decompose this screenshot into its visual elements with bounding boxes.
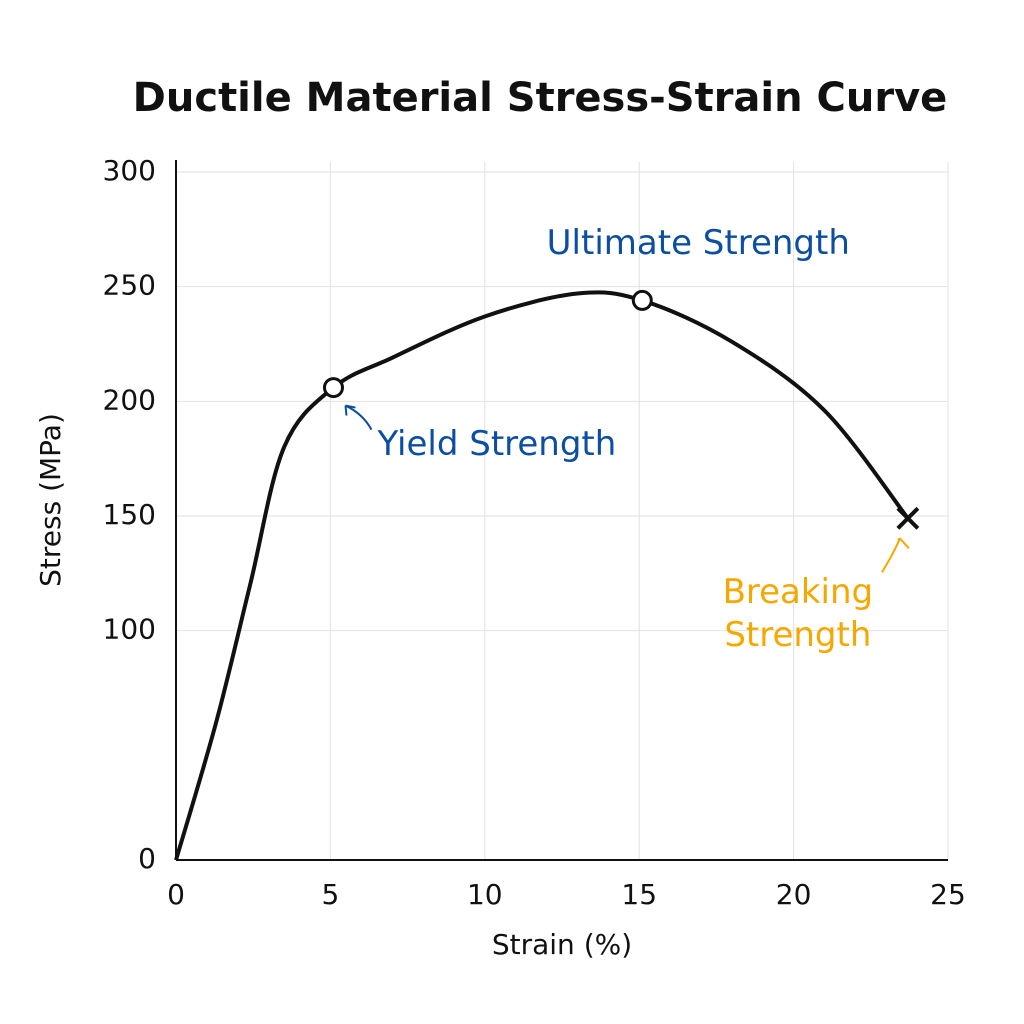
chart-title: Ductile Material Stress-Strain Curve [133, 75, 948, 121]
x-tick-label: 10 [467, 878, 503, 911]
annotation-label: Ultimate Strength [547, 223, 850, 263]
y-tick-label: 300 [103, 154, 156, 187]
y-tick-label: 0 [138, 842, 156, 875]
arrow-head [897, 537, 910, 549]
y-tick-label: 100 [103, 613, 156, 646]
point-marker [631, 289, 653, 311]
x-tick-label: 5 [321, 878, 339, 911]
point-marker [322, 377, 344, 399]
y-tick-label: 150 [103, 498, 156, 531]
annotation-label: Breaking [723, 572, 874, 612]
annotation-arrow [345, 404, 373, 431]
x-tick-label: 0 [167, 878, 185, 911]
annotation-arrow [881, 537, 901, 573]
y-tick-label: 200 [103, 383, 156, 416]
annotation-label: Strength [724, 615, 871, 655]
y-tick-label: 250 [103, 269, 156, 302]
x-axis-label: Strain (%) [492, 928, 632, 961]
x-tick-label: 15 [621, 878, 657, 911]
arrow-head [344, 404, 356, 416]
curve [174, 290, 910, 861]
point-marker [896, 506, 920, 530]
y-axis-label: Stress (MPa) [34, 413, 67, 587]
x-tick-label: 25 [930, 878, 966, 911]
annotation-label: Yield Strength [376, 424, 616, 464]
x-tick-label: 20 [776, 878, 812, 911]
